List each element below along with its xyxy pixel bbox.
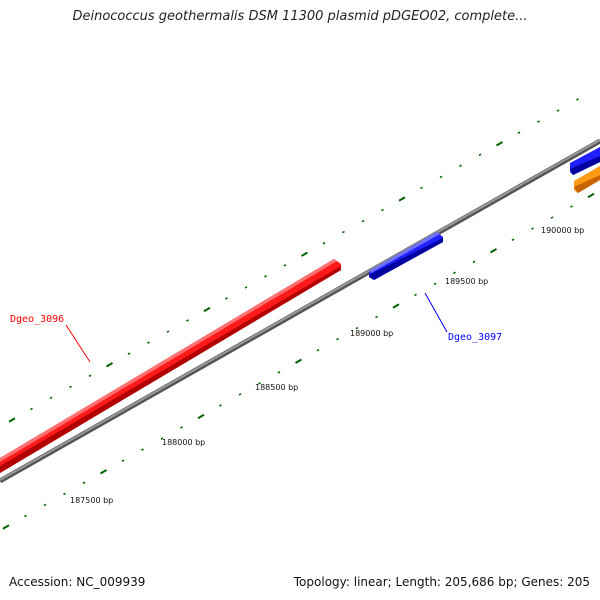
upper-tick [342,230,345,234]
upper-tick-track [8,98,579,423]
upper-tick [8,417,16,423]
tick-label-188500: 188500 bp [255,383,298,392]
accession-text: Accession: NC_009939 [9,575,146,589]
tick-labels: 187500 bp 188000 bp 188500 bp 189000 bp … [70,226,584,505]
tick-label-190000: 190000 bp [541,226,584,235]
lower-tick [570,205,573,208]
lower-tick [99,469,108,475]
lower-tick [489,248,498,254]
lower-tick [472,260,476,264]
upper-tick [283,264,287,267]
leader-line-dgeo-3097 [424,292,448,333]
gene-label-dgeo-3096: Dgeo_3096 [10,314,64,325]
upper-tick [225,297,228,300]
upper-tick [30,407,33,411]
upper-tick [186,319,189,322]
upper-tick [495,141,504,147]
upper-tick [105,362,114,368]
gene-label-dgeo-3097: Dgeo_3097 [448,332,502,343]
upper-tick [300,251,309,257]
lower-tick [414,293,417,297]
upper-tick [420,186,423,190]
lower-tick [141,448,144,451]
upper-tick [361,219,365,223]
upper-tick [49,396,53,400]
upper-tick [576,98,579,101]
lower-tick [258,382,261,385]
lower-tick [355,326,359,330]
lower-tick [2,524,10,530]
lower-tick [316,348,320,352]
upper-tick [439,175,443,179]
upper-tick [537,120,540,123]
gene-blue-right-edge[interactable] [570,147,600,175]
gene-orange-right-edge[interactable] [574,166,600,193]
gene-dgeo-3097[interactable] [369,232,443,280]
lower-tick [121,459,125,462]
gene-dgeo-3096[interactable] [0,259,341,473]
upper-tick [244,286,248,289]
lower-tick [336,337,339,341]
tick-label-189500: 189500 bp [445,277,488,286]
lower-tick [531,227,534,230]
lower-tick [294,358,303,364]
upper-tick [478,153,482,157]
map-title: Deinococcus geothermalis DSM 11300 plasm… [72,9,528,24]
tick-label-187500: 187500 bp [70,496,113,505]
upper-tick [203,306,211,313]
lower-tick [277,371,281,374]
upper-tick [166,330,170,333]
lower-tick [511,238,515,241]
upper-tick [69,385,72,389]
upper-tick [556,109,560,112]
backbone-line [0,138,600,484]
lower-tick [43,503,47,507]
lower-tick [375,315,378,319]
lower-tick [219,404,222,407]
gene-label-dgeo-3096-group: Dgeo_3096 [10,314,91,363]
lower-tick [24,514,27,518]
lower-tick [180,426,183,429]
lower-tick [453,271,456,275]
tick-label-189000: 189000 bp [350,329,393,338]
upper-tick [381,208,384,212]
upper-tick [127,352,131,355]
tick-label-188000: 188000 bp [162,438,205,447]
upper-tick [88,374,92,378]
lower-tick-track [2,192,595,530]
lower-tick [160,437,164,440]
upper-tick [459,164,462,168]
upper-tick [322,241,326,245]
lower-tick [197,413,205,420]
upper-tick [398,196,406,202]
lower-tick [587,192,595,199]
lower-tick [433,282,437,286]
leader-line-dgeo-3096 [65,324,91,363]
lower-tick [238,393,242,396]
lower-tick [82,481,86,485]
lower-tick [550,216,554,219]
upper-tick [517,131,521,134]
topology-summary-text: Topology: linear; Length: 205,686 bp; Ge… [293,575,590,589]
lower-tick [63,492,66,496]
lower-tick [392,303,400,309]
upper-tick [147,341,150,344]
gene-label-dgeo-3097-group: Dgeo_3097 [424,292,502,343]
upper-tick [264,275,267,278]
